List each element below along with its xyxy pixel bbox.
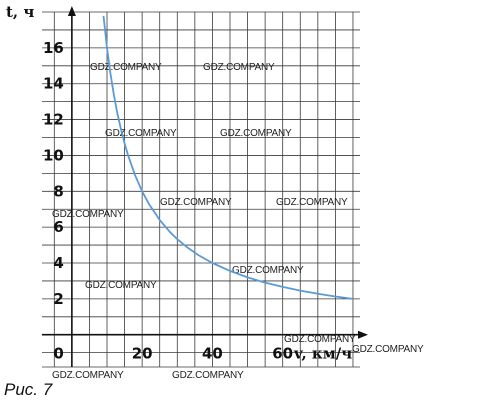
watermark-text: GDZ.COMPANY — [232, 265, 304, 276]
watermark-text: GDZ.COMPANY — [105, 128, 177, 139]
y-tick-label: 2 — [53, 290, 63, 308]
y-tick-label: 4 — [53, 254, 63, 272]
watermark-text: GDZ.COMPANY — [220, 128, 292, 139]
watermark-text: GDZ.COMPANY — [52, 209, 124, 220]
tick-labels: 2 4 6 8 10 12 14 16 0 20 40 60 — [43, 39, 293, 363]
watermark-text: GDZ.COMPANY — [172, 370, 244, 381]
y-tick-label: 16 — [43, 39, 64, 57]
watermark-text: GDZ.COMPANY — [352, 344, 424, 355]
figure-caption: Рис. 7 — [4, 380, 53, 399]
series-line — [102, 15, 354, 300]
watermark-text: GDZ.COMPANY — [284, 334, 356, 345]
series-layer — [102, 15, 354, 300]
chart-axes — [42, 6, 368, 367]
y-axis-arrow — [67, 6, 76, 16]
watermark-text: GDZ.COMPANY — [52, 370, 124, 381]
x-tick-label: 20 — [132, 345, 153, 363]
watermark-text: GDZ.COMPANY — [85, 280, 157, 291]
watermark-text: GDZ.COMPANY — [90, 62, 162, 73]
x-tick-label: 60 — [272, 345, 293, 363]
y-tick-label: 14 — [43, 75, 64, 93]
x-tick-label: 40 — [202, 345, 223, 363]
y-tick-label: 12 — [43, 111, 64, 129]
x-axis-arrow — [358, 330, 368, 339]
y-axis-label: t, ч — [6, 3, 34, 21]
watermark-text: GDZ.COMPANY — [160, 197, 232, 208]
y-tick-label: 6 — [53, 218, 63, 236]
x-tick-label: 0 — [53, 345, 63, 363]
y-tick-label: 10 — [43, 146, 64, 164]
chart-grid — [42, 11, 360, 368]
watermark-text: GDZ.COMPANY — [276, 197, 348, 208]
watermark-text: GDZ.COMPANY — [203, 62, 275, 73]
y-tick-label: 8 — [53, 182, 63, 200]
x-axis-label: v, км/ч — [293, 345, 352, 363]
